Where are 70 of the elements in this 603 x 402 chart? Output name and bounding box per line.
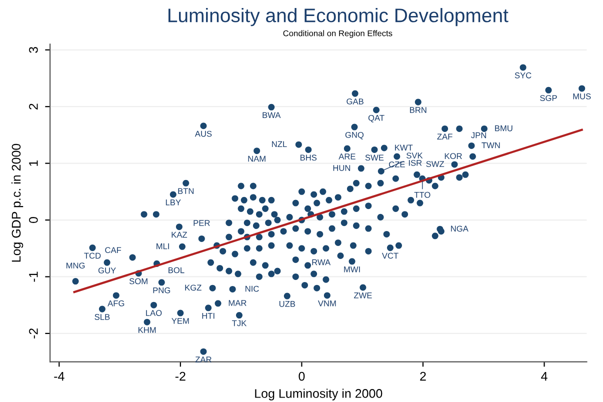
annotation: ZAF <box>437 134 452 140</box>
y-axis-title: Log GDP p.c. in 2000 <box>11 144 24 262</box>
chart-title: Luminosity and Economic Development <box>168 8 508 26</box>
annotation: RWA <box>312 259 331 266</box>
annotation: PNG <box>153 287 170 294</box>
annotation: GAB <box>346 98 364 104</box>
annotation: MAR <box>228 300 246 306</box>
x-tick-label: 4 <box>541 372 548 381</box>
annotation: KOR <box>444 153 462 160</box>
y-tick-label: 3 <box>29 46 38 53</box>
annotation: BWA <box>262 112 281 118</box>
annotation: LAO <box>146 310 162 316</box>
annotation: TWN <box>482 142 500 148</box>
y-tick-label: -1 <box>29 272 38 282</box>
y-tick-label: 2 <box>29 104 38 110</box>
annotation: TTO <box>414 192 430 198</box>
annotation: KAZ <box>172 232 188 238</box>
annotation: TCD <box>84 252 101 259</box>
annotation: YEM <box>172 318 189 324</box>
x-tick-label: -4 <box>54 372 64 381</box>
annotation: ZWE <box>354 292 372 298</box>
annotation: VCT <box>382 252 398 259</box>
annotation: BRN <box>410 107 426 113</box>
annotation: GUY <box>98 268 116 274</box>
annotation: TJK <box>232 320 247 326</box>
annotation: LBY <box>166 200 181 206</box>
x-axis-title: Log Luminosity in 2000 <box>255 388 382 400</box>
annotation: BMU <box>495 125 512 132</box>
annotation: NZL <box>272 141 287 148</box>
annotation: BTN <box>178 188 194 194</box>
annotation: HTI <box>202 312 214 319</box>
annotation: QAT <box>368 114 384 122</box>
annotation: MNG <box>66 262 85 269</box>
annotation: ZAR <box>195 356 212 362</box>
annotation: AFG <box>108 300 124 306</box>
annotation: SVK <box>406 152 423 158</box>
annotation: KWT <box>395 144 413 150</box>
chart-subtitle: Conditional on Region Effects <box>283 30 392 38</box>
x-tick-label: -2 <box>175 372 186 381</box>
annotation: BHS <box>300 154 317 161</box>
annotation: KHM <box>138 327 156 333</box>
annotation: MLI <box>156 243 169 250</box>
annotation: NAM <box>248 156 266 162</box>
x-tick-label: 2 <box>420 372 426 381</box>
annotation: BOL <box>168 267 184 274</box>
annotation: UZB <box>279 301 296 307</box>
annotation: AUS <box>194 130 212 137</box>
annotation: SOM <box>129 278 148 284</box>
annotation: JPN <box>471 132 486 138</box>
annotation: PER <box>194 220 210 226</box>
annotation: NGA <box>451 226 468 232</box>
annotation: KGZ <box>185 284 202 291</box>
y-tick-label: 1 <box>29 160 38 166</box>
annotation: GNQ <box>345 132 364 140</box>
annotation: SGP <box>540 95 557 102</box>
y-tick-label: -2 <box>29 328 38 338</box>
annotation: SYC <box>514 72 532 78</box>
annotation: SWE <box>365 154 384 161</box>
annotation: HUN <box>333 165 350 171</box>
annotation: MUS <box>573 93 591 100</box>
annotation: MWI <box>344 266 360 272</box>
annotation: ARE <box>338 154 356 160</box>
annotation: ISR <box>408 160 422 166</box>
annotation: SWZ <box>426 161 444 167</box>
y-tick-label: 0 <box>29 217 38 224</box>
annotation: VNM <box>318 300 336 306</box>
annotation: SLB <box>94 314 110 320</box>
x-tick-label: 0 <box>298 372 305 381</box>
annotation: CAF <box>105 247 122 254</box>
annotation: NIC <box>246 286 259 292</box>
